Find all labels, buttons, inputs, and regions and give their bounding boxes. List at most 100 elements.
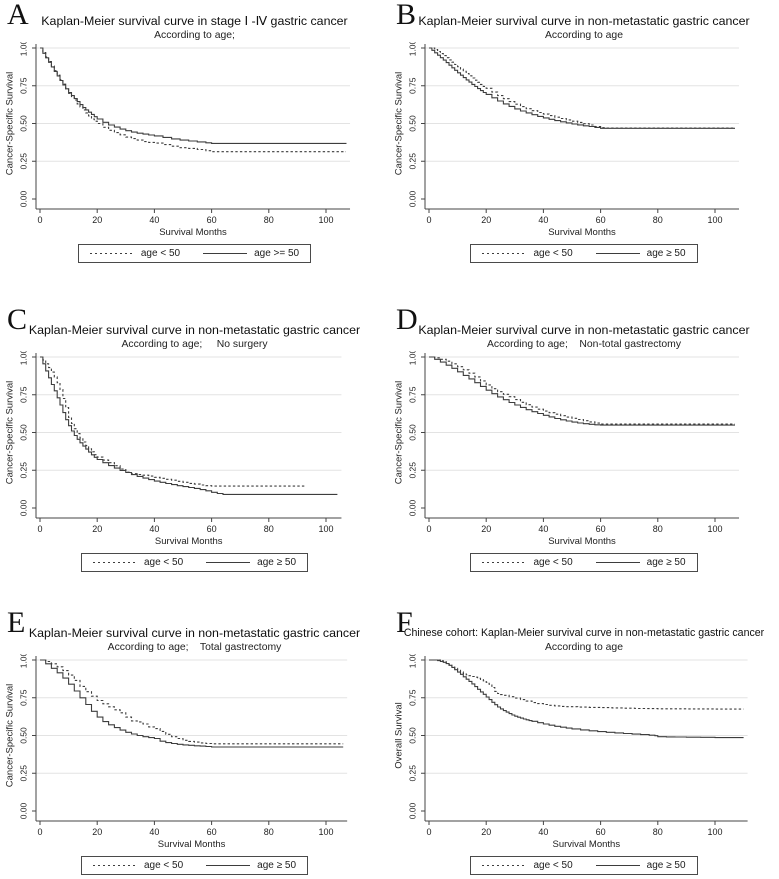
svg-text:20: 20	[92, 524, 102, 534]
panel-subtitle: According to age; Non-total gastrectomy	[486, 339, 682, 350]
panel-letter: E	[7, 606, 26, 639]
panel-title: Kaplan-Meier survival curve in non-metas…	[28, 626, 361, 640]
legend-solid-line	[595, 865, 640, 866]
panel-title: Chinese cohort: Kaplan-Meier survival cu…	[403, 627, 765, 639]
svg-text:Survival Months: Survival Months	[548, 536, 616, 547]
svg-text:Survival Months: Survival Months	[159, 227, 227, 238]
panel-c: C Kaplan-Meier survival curve in non-met…	[0, 293, 389, 586]
svg-text:0.25: 0.25	[18, 462, 28, 479]
panel-subtitle: According to age	[545, 30, 623, 41]
legend-solid-line	[203, 253, 248, 254]
legend-label-age-ge-50: age ≥ 50	[646, 860, 686, 871]
svg-text:100: 100	[707, 215, 722, 225]
svg-text:0.75: 0.75	[18, 689, 28, 706]
svg-text:0: 0	[426, 827, 431, 837]
panel-d: D Kaplan-Meier survival curve in non-met…	[389, 293, 779, 586]
svg-text:40: 40	[149, 215, 159, 225]
svg-text:1.00: 1.00	[407, 351, 417, 365]
legend: age < 50 age ≥ 50	[0, 550, 389, 572]
svg-text:20: 20	[92, 215, 102, 225]
km-plot: 0.00 0.25 0.50 0.75 1.00 0 20 40 60 80 100 Survival…	[5, 654, 348, 850]
svg-text:20: 20	[92, 827, 102, 837]
panel-subtitle: According to age	[545, 642, 623, 653]
svg-text:40: 40	[149, 524, 159, 534]
svg-text:0.75: 0.75	[407, 77, 417, 94]
legend-dashed-line	[482, 562, 527, 563]
svg-text:Survival Months: Survival Months	[553, 839, 621, 850]
panel-letter: F	[396, 606, 413, 639]
svg-text:100: 100	[318, 215, 333, 225]
svg-text:40: 40	[538, 827, 548, 837]
svg-text:60: 60	[207, 215, 217, 225]
panel-letter: A	[7, 0, 29, 31]
svg-text:0.50: 0.50	[407, 727, 417, 744]
svg-text:0.00: 0.00	[407, 190, 417, 207]
svg-text:80: 80	[653, 524, 663, 534]
legend-label-age-lt-50: age < 50	[533, 248, 573, 259]
svg-text:80: 80	[653, 827, 663, 837]
svg-text:0.25: 0.25	[407, 153, 417, 170]
legend-label-age-lt-50: age < 50	[533, 860, 573, 871]
legend-dashed-line	[482, 865, 527, 866]
svg-text:1.00: 1.00	[407, 42, 417, 56]
svg-text:0.50: 0.50	[18, 115, 28, 132]
svg-text:Survival Months: Survival Months	[158, 839, 226, 850]
legend-dashed-line	[92, 562, 137, 563]
svg-text:1.00: 1.00	[407, 654, 417, 668]
svg-text:0.25: 0.25	[407, 462, 417, 479]
svg-text:0.00: 0.00	[18, 802, 28, 819]
legend-dashed-line	[92, 865, 137, 866]
svg-text:0.75: 0.75	[18, 77, 28, 94]
svg-text:100: 100	[707, 827, 722, 837]
svg-text:0.75: 0.75	[407, 689, 417, 706]
legend-solid-line	[206, 562, 251, 563]
svg-text:100: 100	[318, 524, 333, 534]
km-plot: 0.00 0.25 0.50 0.75 1.00 0 20 40 60 80 100 Survival…	[5, 42, 351, 238]
svg-text:60: 60	[207, 524, 217, 534]
svg-text:Cancer-Specific Survival: Cancer-Specific Survival	[5, 684, 16, 787]
svg-text:60: 60	[596, 524, 606, 534]
legend-label-age-ge-50: age ≥ 50	[257, 557, 297, 568]
svg-text:0.25: 0.25	[18, 153, 28, 170]
legend-label-age-lt-50: age < 50	[140, 248, 181, 259]
legend-box: age < 50 age ≥ 50	[470, 553, 698, 572]
legend: age < 50 age ≥ 50	[0, 853, 389, 875]
legend-solid-line	[206, 865, 251, 866]
panel-subtitle: According to age; Total gastrectomy	[107, 642, 282, 653]
svg-text:100: 100	[318, 827, 333, 837]
svg-text:60: 60	[207, 827, 217, 837]
svg-text:0.50: 0.50	[407, 424, 417, 441]
km-plot: 0.00 0.25 0.50 0.75 1.00 0 20 40 60 80 100 Survival…	[394, 42, 740, 238]
svg-text:60: 60	[596, 215, 606, 225]
km-plot: 0.00 0.25 0.50 0.75 1.00 0 20 40 60 80 100 Survival…	[5, 351, 342, 547]
svg-text:40: 40	[149, 827, 159, 837]
svg-text:20: 20	[481, 215, 491, 225]
svg-text:Overall Survival: Overall Survival	[394, 702, 405, 769]
km-plot: 0.00 0.25 0.50 0.75 1.00 0 20 40 60 80 100 Survival…	[394, 351, 740, 547]
svg-text:0.00: 0.00	[18, 499, 28, 516]
svg-text:0: 0	[37, 524, 42, 534]
svg-text:100: 100	[707, 524, 722, 534]
legend-label-age-lt-50: age < 50	[143, 557, 184, 568]
svg-text:0.50: 0.50	[407, 115, 417, 132]
panel-letter: B	[396, 0, 417, 31]
svg-text:0: 0	[37, 215, 42, 225]
svg-text:60: 60	[596, 827, 606, 837]
svg-text:1.00: 1.00	[18, 654, 28, 668]
legend-label-age-lt-50: age < 50	[533, 557, 573, 568]
legend-label-age-lt-50: age < 50	[143, 860, 184, 871]
svg-text:80: 80	[264, 827, 274, 837]
legend-box: age < 50 age ≥ 50	[470, 244, 698, 263]
svg-text:Cancer-Specific Survival: Cancer-Specific Survival	[5, 72, 16, 175]
legend-box: age < 50 age ≥ 50	[80, 856, 309, 875]
panel-subtitle: According to age; No surgery	[121, 339, 268, 350]
panel-a: A Kaplan-Meier survival curve in stage Ⅰ…	[0, 0, 389, 293]
legend-dashed-line	[482, 253, 527, 254]
svg-text:0.50: 0.50	[18, 424, 28, 441]
panel-b: B Kaplan-Meier survival curve in non-met…	[389, 0, 779, 293]
svg-text:0.75: 0.75	[407, 386, 417, 403]
svg-text:20: 20	[481, 827, 491, 837]
legend-label-age-ge-50: age ≥ 50	[257, 860, 297, 871]
svg-text:40: 40	[538, 524, 548, 534]
